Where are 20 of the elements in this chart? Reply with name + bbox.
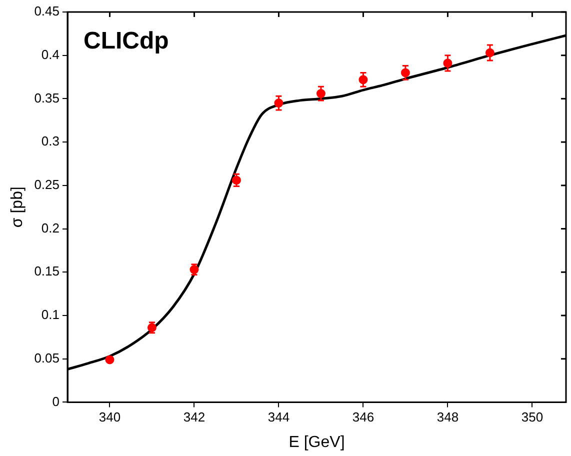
y-tick-label: 0.2 bbox=[41, 220, 60, 236]
y-tick-label: 0.4 bbox=[41, 46, 60, 62]
y-tick-label: 0.1 bbox=[41, 307, 60, 322]
point bbox=[105, 355, 114, 364]
y-tick-label: 0.3 bbox=[41, 134, 60, 149]
x-axis-title: E [GeV] bbox=[288, 434, 345, 451]
x-tick-label: 342 bbox=[183, 410, 206, 425]
y-axis-title: σ [pb] bbox=[9, 186, 26, 228]
x-tick-label: 348 bbox=[436, 410, 459, 425]
y-tick-label: 0.35 bbox=[34, 90, 60, 106]
x-tick-label: 344 bbox=[268, 410, 290, 425]
y-tick-label: 0.45 bbox=[34, 4, 60, 19]
annotation: CLICdp bbox=[84, 28, 169, 55]
x-tick-label: 340 bbox=[98, 410, 121, 425]
y-tick-label: 0.15 bbox=[34, 264, 60, 279]
y-tick-label: 0 bbox=[52, 394, 60, 409]
y-tick-label: 0.05 bbox=[34, 350, 60, 366]
y-tick-label: 0.25 bbox=[34, 177, 60, 192]
x-tick-label: 346 bbox=[352, 410, 374, 425]
x-tick-label: 350 bbox=[521, 410, 544, 425]
